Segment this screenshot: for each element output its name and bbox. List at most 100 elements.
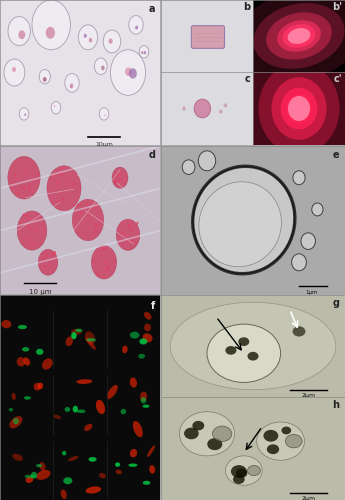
Circle shape <box>125 68 131 76</box>
Circle shape <box>106 268 108 270</box>
Circle shape <box>101 66 105 70</box>
Circle shape <box>46 253 48 256</box>
Circle shape <box>257 422 305 461</box>
Circle shape <box>129 16 143 34</box>
Circle shape <box>54 251 56 254</box>
Ellipse shape <box>73 406 78 412</box>
Circle shape <box>105 248 107 251</box>
Circle shape <box>115 176 117 178</box>
Circle shape <box>286 94 312 123</box>
Circle shape <box>194 99 211 118</box>
Circle shape <box>236 468 247 477</box>
Ellipse shape <box>61 490 67 499</box>
Circle shape <box>292 254 306 271</box>
Ellipse shape <box>142 404 149 408</box>
Circle shape <box>59 172 61 175</box>
Circle shape <box>224 104 227 108</box>
Circle shape <box>95 230 97 233</box>
Circle shape <box>288 96 310 121</box>
Circle shape <box>73 182 76 186</box>
Ellipse shape <box>84 424 92 431</box>
Circle shape <box>116 219 140 250</box>
Circle shape <box>29 185 31 188</box>
Ellipse shape <box>36 464 42 467</box>
Circle shape <box>78 25 98 50</box>
Circle shape <box>280 88 317 130</box>
Circle shape <box>207 324 280 382</box>
Circle shape <box>22 214 25 216</box>
Ellipse shape <box>39 462 46 471</box>
Circle shape <box>57 201 60 204</box>
Ellipse shape <box>71 329 82 335</box>
Text: 10 μm: 10 μm <box>29 288 51 294</box>
Circle shape <box>70 84 73 88</box>
Circle shape <box>112 167 128 188</box>
Text: b': b' <box>332 2 342 12</box>
Circle shape <box>301 233 315 250</box>
Circle shape <box>293 326 305 336</box>
Circle shape <box>51 258 53 260</box>
Circle shape <box>86 202 88 205</box>
Ellipse shape <box>17 357 25 366</box>
Circle shape <box>198 151 216 171</box>
Ellipse shape <box>85 338 96 349</box>
Ellipse shape <box>24 396 31 400</box>
Circle shape <box>4 59 25 86</box>
Ellipse shape <box>128 464 137 467</box>
Ellipse shape <box>68 456 78 461</box>
Circle shape <box>51 102 61 114</box>
Circle shape <box>100 254 102 257</box>
Circle shape <box>225 456 262 486</box>
Ellipse shape <box>199 182 282 266</box>
Circle shape <box>115 181 117 184</box>
Ellipse shape <box>66 336 73 346</box>
Ellipse shape <box>36 348 43 355</box>
Circle shape <box>52 252 55 254</box>
Ellipse shape <box>13 418 19 424</box>
Circle shape <box>182 160 195 174</box>
Circle shape <box>30 228 32 230</box>
Circle shape <box>219 110 223 114</box>
Circle shape <box>110 50 146 96</box>
Circle shape <box>91 246 117 279</box>
Circle shape <box>109 38 113 44</box>
Circle shape <box>117 180 119 182</box>
Ellipse shape <box>42 358 53 370</box>
Circle shape <box>231 465 247 478</box>
Ellipse shape <box>143 480 150 485</box>
Ellipse shape <box>89 457 97 462</box>
Ellipse shape <box>99 473 106 478</box>
Circle shape <box>17 211 47 250</box>
Circle shape <box>272 77 327 140</box>
Circle shape <box>66 180 68 182</box>
Ellipse shape <box>63 477 72 484</box>
Circle shape <box>99 108 109 120</box>
Ellipse shape <box>12 454 23 461</box>
Ellipse shape <box>77 410 86 413</box>
Ellipse shape <box>149 465 155 474</box>
Circle shape <box>57 182 59 184</box>
Ellipse shape <box>133 421 143 437</box>
Circle shape <box>65 74 79 92</box>
Circle shape <box>107 266 110 269</box>
Ellipse shape <box>62 451 66 456</box>
Text: b: b <box>243 2 250 12</box>
Circle shape <box>184 428 199 440</box>
Ellipse shape <box>18 325 27 329</box>
Circle shape <box>13 172 16 176</box>
Ellipse shape <box>33 382 41 390</box>
Circle shape <box>52 254 55 256</box>
Circle shape <box>77 204 79 207</box>
Circle shape <box>207 438 222 450</box>
Circle shape <box>121 232 124 235</box>
Circle shape <box>43 265 46 268</box>
Ellipse shape <box>193 167 294 273</box>
Circle shape <box>28 237 30 240</box>
Circle shape <box>104 114 106 116</box>
Circle shape <box>139 46 149 58</box>
Circle shape <box>17 192 19 195</box>
Text: c': c' <box>334 74 342 84</box>
Text: c: c <box>245 74 250 84</box>
Ellipse shape <box>9 408 13 412</box>
Circle shape <box>47 166 81 211</box>
